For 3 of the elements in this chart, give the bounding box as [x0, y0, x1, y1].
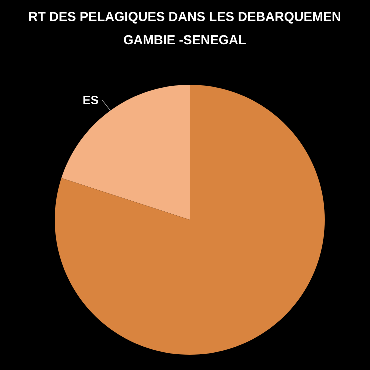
chart-subtitle: GAMBIE -SENEGAL: [124, 35, 246, 45]
chart-title: RT DES PELAGIQUES DANS LES DEBARQUEMEN: [29, 12, 340, 24]
slice-label: ES: [84, 96, 98, 105]
